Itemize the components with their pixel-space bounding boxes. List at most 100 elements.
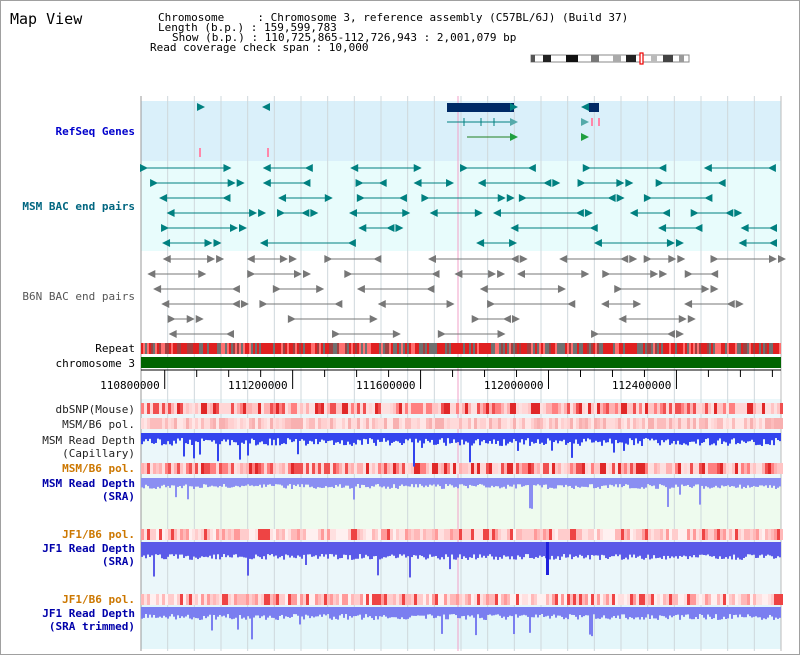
- b6n-bac-label[interactable]: B6N BAC end pairs: [22, 290, 135, 303]
- msm-bac-end: [378, 179, 387, 187]
- msm-sra-depth-bar: [253, 478, 255, 487]
- heat-cell: [774, 529, 777, 540]
- jf1-sra-depth-bar: [223, 542, 225, 555]
- refseq-genes-label[interactable]: RefSeq Genes: [55, 125, 135, 138]
- heat-cell: [303, 463, 306, 474]
- msm-sra-depth-bar: [465, 478, 467, 486]
- heat-cell: [477, 403, 480, 414]
- heat-cell: [198, 529, 201, 540]
- jf1-sra-depth-bar: [301, 542, 303, 559]
- heat-cell: [558, 529, 561, 540]
- heat-cell: [225, 403, 228, 414]
- b6n-bac-end: [446, 300, 455, 308]
- heat-cell: [159, 463, 162, 474]
- msm-capillary-depth-bar: [175, 433, 177, 444]
- heat-cell: [561, 403, 564, 414]
- heat-cell: [489, 403, 492, 414]
- heat-cell: [318, 418, 321, 429]
- heat-cell: [750, 529, 753, 540]
- msm-capillary-depth-bar: [617, 433, 619, 444]
- jf1-sra-depth-bar: [257, 542, 259, 557]
- jf1-sra-depth-bar: [449, 542, 451, 570]
- jf1-sra-depth-bar: [769, 542, 771, 556]
- msm-capillary-depth-bar: [525, 433, 527, 441]
- heat-cell: [555, 529, 558, 540]
- msm-sra-depth-bar: [291, 478, 293, 489]
- msm-sra-depth-bar: [483, 478, 485, 486]
- heat-cell: [261, 463, 264, 474]
- jf1-sra-depth-bar: [623, 542, 625, 560]
- msm-capillary-depth-bar: [221, 433, 223, 442]
- msm-bac-end: [222, 194, 231, 202]
- jf1-trimmed-depth-bar: [447, 607, 449, 620]
- heat-cell: [453, 594, 456, 605]
- heat-cell: [144, 529, 147, 540]
- msm-capillary-depth-bar: [529, 433, 531, 446]
- jf1-trimmed-depth-bar: [521, 607, 523, 616]
- jf1-sra-depth-bar: [171, 542, 173, 555]
- heat-cell: [225, 463, 228, 474]
- msm-capillary-depth-bar: [421, 433, 423, 448]
- jf1-sra-depth-bar: [487, 542, 489, 556]
- heat-cell: [753, 529, 756, 540]
- jf1-trimmed-depth-bar: [633, 607, 635, 620]
- jf1-sra-depth-bar: [477, 542, 479, 558]
- heat-cell: [285, 594, 288, 605]
- heat-cell: [657, 594, 660, 605]
- heat-cell: [210, 529, 213, 540]
- heat-cell: [279, 463, 282, 474]
- heat-cell: [201, 403, 204, 414]
- jf1-sra-depth-bar: [677, 542, 679, 559]
- jf1-sra-depth-bar: [569, 542, 571, 555]
- heat-cell: [372, 594, 375, 605]
- jf1-sra-depth-bar: [251, 542, 253, 560]
- heat-cell: [519, 418, 522, 429]
- msm-sra-depth-bar: [667, 478, 669, 507]
- jf1-trimmed-depth-bar: [711, 607, 713, 620]
- jf1-sra-depth-bar: [517, 542, 519, 556]
- jf1-trimmed-depth-bar: [357, 607, 359, 616]
- jf1-sra-depth-bar: [663, 542, 665, 556]
- jf1-trimmed-depth-bar: [353, 607, 355, 617]
- repeat-bar: [541, 343, 543, 354]
- heat-cell: [309, 594, 312, 605]
- msm-sra-depth-bar: [201, 478, 203, 488]
- msm-capillary-depth-bar: [661, 433, 663, 441]
- msm-capillary-depth-bar: [457, 433, 459, 443]
- heat-cell: [573, 594, 576, 605]
- msm-capillary-depth-bar: [731, 433, 733, 440]
- jf1-trimmed-depth-bar: [235, 607, 237, 618]
- repeat-bar: [663, 343, 665, 354]
- jf1-sra-depth-bar: [739, 542, 741, 560]
- repeat-bar: [517, 343, 519, 354]
- msm-sra-depth-bar: [625, 478, 627, 485]
- jf1-trimmed-depth-bar: [655, 607, 657, 619]
- repeat-bar: [353, 343, 355, 354]
- jf1-sra-depth-bar: [553, 542, 555, 560]
- heat-cell: [639, 594, 642, 605]
- repeat-bar: [193, 343, 195, 354]
- heat-cell: [396, 529, 399, 540]
- msm-capillary-depth-bar: [533, 433, 535, 444]
- jf1-trimmed-depth-bar: [767, 607, 769, 618]
- heat-cell: [423, 463, 426, 474]
- msm-capillary-depth-bar: [553, 433, 555, 443]
- msm-sra-depth-bar: [545, 478, 547, 485]
- repeat-bar: [523, 343, 525, 354]
- heat-cell: [225, 418, 228, 429]
- msm-sra-depth-bar: [755, 478, 757, 487]
- heat-cell: [258, 594, 261, 605]
- msm-sra-depth-bar: [575, 478, 577, 486]
- msm-sra-depth-bar: [275, 478, 277, 485]
- msm-read-depth-sra-label: MSM Read Depth (SRA): [42, 477, 135, 503]
- jf1-trimmed-depth-bar: [185, 607, 187, 617]
- heat-cell: [180, 418, 183, 429]
- msm-bac-label[interactable]: MSM BAC end pairs: [22, 200, 135, 213]
- heat-cell: [366, 594, 369, 605]
- msm-bac-end: [259, 239, 268, 247]
- heat-cell: [642, 403, 645, 414]
- jf1-sra-depth-bar: [543, 542, 545, 557]
- heat-cell: [321, 403, 324, 414]
